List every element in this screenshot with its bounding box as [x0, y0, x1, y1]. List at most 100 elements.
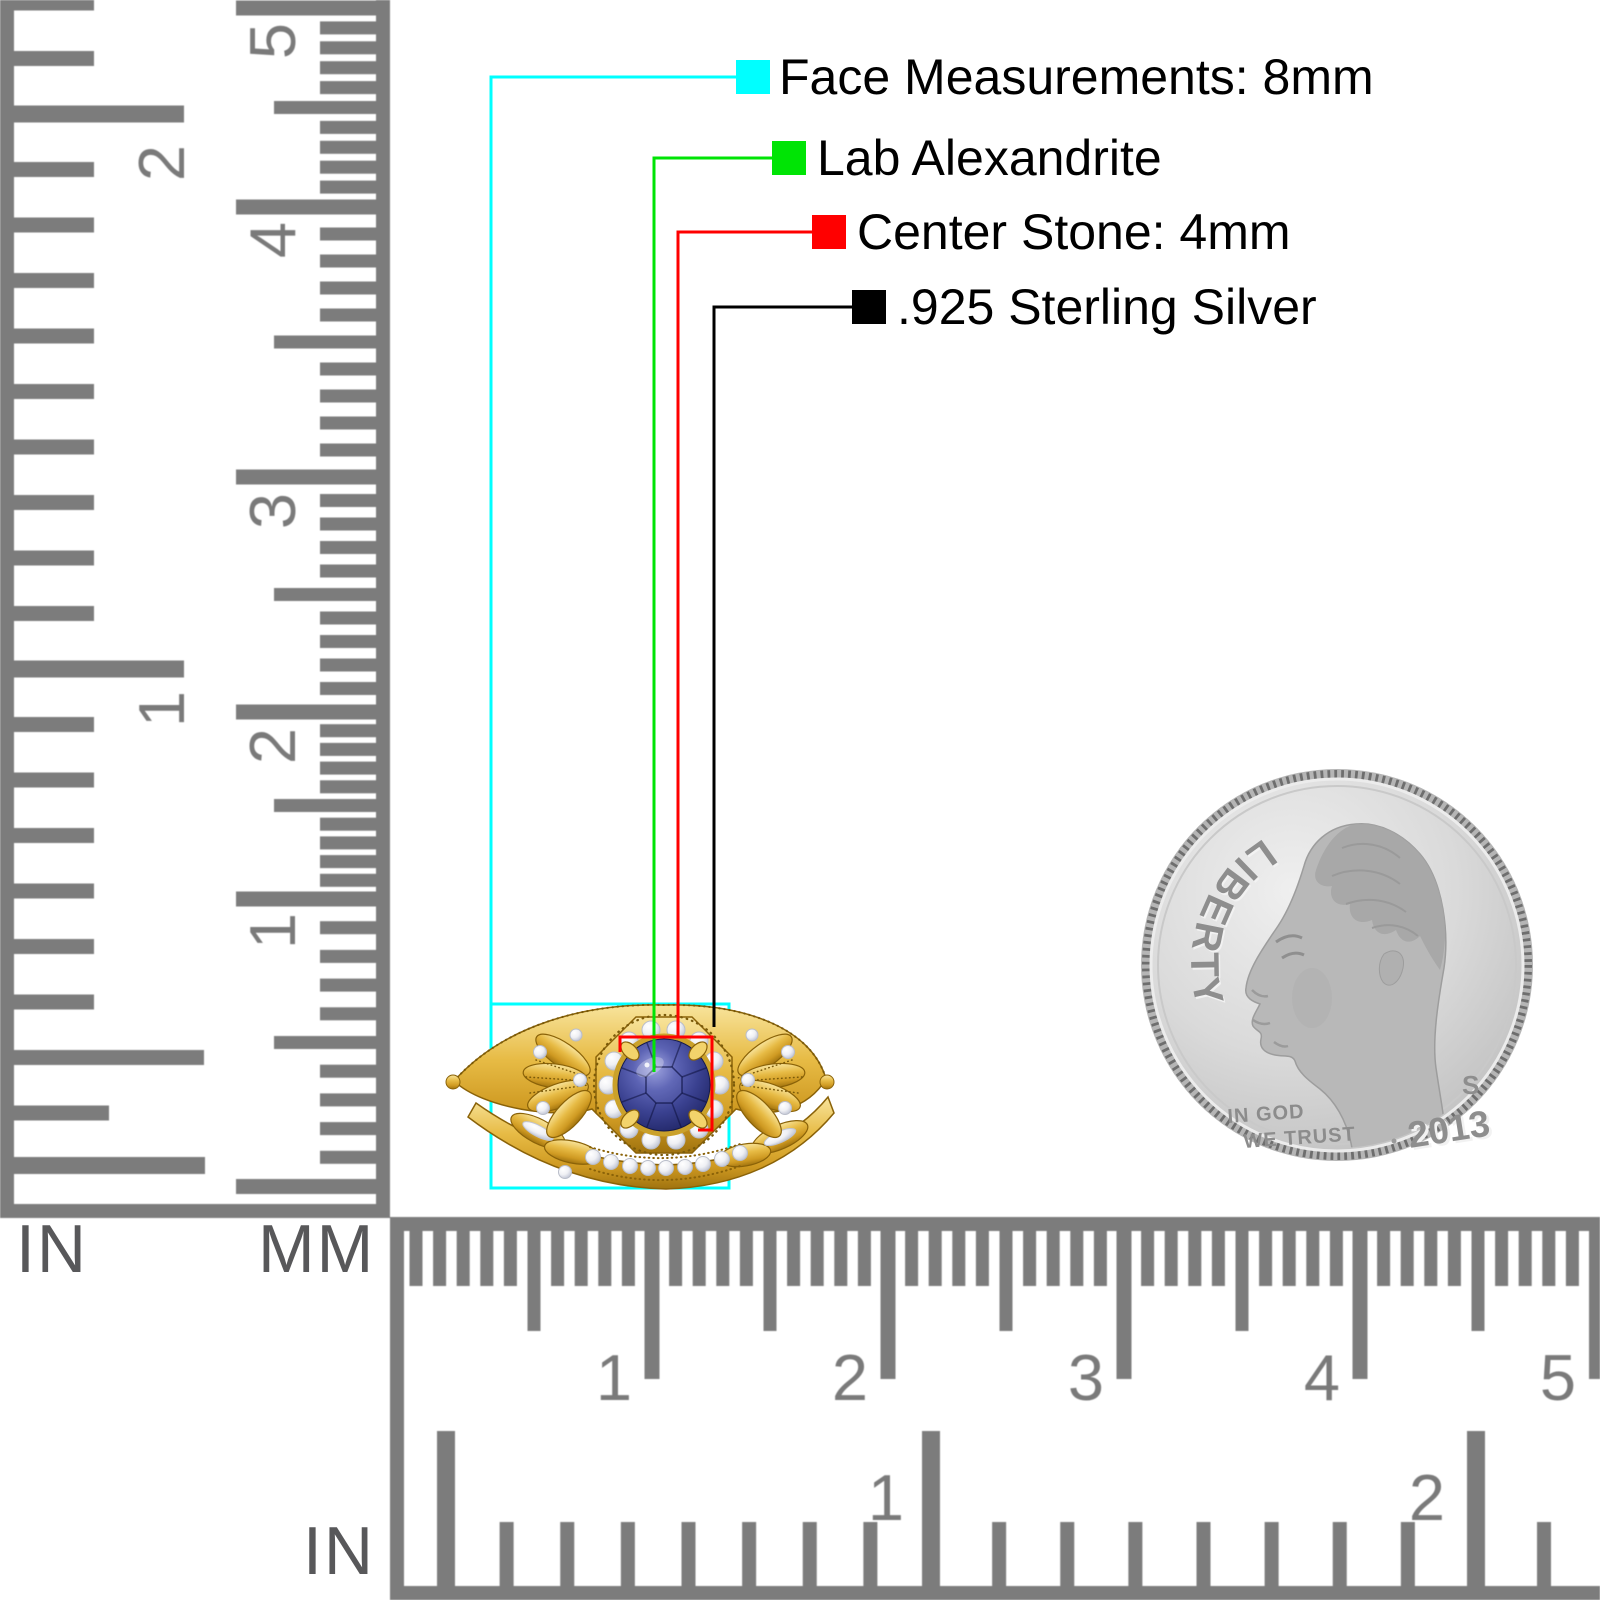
leaf [546, 1089, 592, 1139]
ruler-tick [1377, 1231, 1391, 1286]
diamond [533, 1045, 547, 1059]
prong [620, 1041, 640, 1061]
nose-lips [1251, 989, 1289, 1048]
callout-face-label: Face Measurements: 8mm [779, 49, 1374, 105]
left-leaf-cluster [522, 1028, 592, 1139]
ruler-tick [14, 660, 184, 678]
ring-image [445, 1003, 835, 1190]
ruler-tick [621, 1231, 635, 1286]
ruler-tick [274, 799, 376, 812]
ruler-tick [692, 1231, 706, 1286]
ruler-tick [236, 0, 376, 16]
ruler-tick [952, 1231, 966, 1286]
ruler-tick [1046, 1231, 1060, 1286]
diamond [714, 1151, 730, 1167]
diamond [658, 1160, 674, 1176]
ruler-tick [320, 541, 376, 554]
center-stone [617, 1038, 711, 1132]
ruler-tick [787, 1231, 801, 1286]
ruler-tick [834, 1231, 848, 1286]
ruler-tick [716, 1231, 730, 1286]
marquise-diamond [522, 1121, 554, 1141]
ruler-tick [999, 1231, 1013, 1331]
ruler-tick [14, 939, 94, 954]
ruler-tick [1495, 1231, 1509, 1286]
hruler-mm-number: 1 [596, 1341, 632, 1414]
ruler-tick [1306, 1231, 1320, 1286]
coin-image: LIBERTY LIBERTY IN GOD WE TRUST 2013 201… [1141, 769, 1533, 1161]
ruler-tick [1070, 1231, 1084, 1286]
ruler-tick [1467, 1431, 1485, 1586]
callout-center-stone-label: Center Stone: 4mm [857, 204, 1291, 260]
ruler-tick [480, 1231, 494, 1286]
ruler-tick [14, 105, 184, 123]
hruler-mm-number: 2 [832, 1341, 868, 1414]
ruler-tick [620, 1522, 635, 1586]
callout-center-stone-swatch [812, 215, 846, 249]
ruler-tick [1400, 1231, 1414, 1286]
ruler-tick [1093, 1231, 1107, 1286]
vruler-inch-number: 1 [125, 691, 198, 727]
diamond [781, 1045, 795, 1059]
lower-band-diamond-row [558, 1145, 748, 1179]
ruler-tick [320, 1150, 376, 1164]
hruler-inch-number: 2 [1409, 1461, 1445, 1534]
stone [617, 1038, 711, 1132]
vruler-mm-number: 4 [236, 222, 309, 258]
right-leaf-cluster [736, 1028, 806, 1139]
ruler-tick [644, 1231, 660, 1379]
ruler-tick [598, 1231, 612, 1286]
stone-highlight [636, 1057, 664, 1077]
hruler-mm-number: 5 [1540, 1341, 1576, 1414]
callout-face-swatch [736, 60, 770, 94]
ruler-tick [14, 1050, 204, 1065]
ruler-tick [527, 1231, 541, 1331]
ruler-frame [390, 1586, 1600, 1600]
vertical-ruler-inch-unit: IN [16, 1211, 88, 1287]
hruler-inch-number: 1 [868, 1461, 904, 1534]
ruler-tick [1537, 1522, 1551, 1586]
ruler-tick [236, 704, 376, 720]
ruler-tick [1196, 1522, 1211, 1586]
ruler-tick [14, 772, 94, 788]
stone-sparkle [644, 1062, 650, 1068]
ruler-tick [320, 1122, 376, 1136]
ruler-tick [14, 495, 94, 510]
ruler-tick [236, 891, 376, 907]
diamond [640, 1160, 656, 1176]
milgrain [453, 1003, 827, 1082]
ruler-tick [320, 564, 376, 578]
ruler-tick [1589, 1231, 1600, 1379]
ruler-tick [14, 1105, 109, 1121]
ruler-tick [409, 1231, 423, 1286]
ruler-tick [320, 41, 376, 55]
ruler-tick [1400, 1522, 1415, 1586]
diamond [558, 1165, 572, 1179]
ruler-tick [14, 717, 94, 732]
shank-end [445, 1074, 461, 1090]
ruler-tick [320, 416, 376, 430]
ruler-tick [320, 389, 376, 403]
hair-strands [1331, 842, 1419, 937]
horizontal-ruler-inch-unit: IN [303, 1513, 375, 1589]
ruler-tick [1116, 1231, 1132, 1379]
ruler-tick [1282, 1231, 1296, 1286]
ruler-tick [880, 1231, 896, 1379]
ruler-tick [320, 362, 376, 376]
ring-lower-band [467, 1095, 835, 1190]
ruler-tick [456, 1231, 470, 1286]
ruler-tick [499, 1522, 514, 1586]
prongs [620, 1041, 708, 1129]
ruler-tick [320, 21, 376, 35]
ruler-tick [320, 140, 376, 154]
ring-upper-band [445, 1003, 835, 1157]
diamond [732, 1145, 748, 1161]
callout-metal-line [712, 305, 852, 1027]
ruler-tick [320, 1064, 376, 1078]
ruler-tick [1023, 1231, 1037, 1286]
diamond [603, 1154, 619, 1170]
ruler-tick [320, 921, 376, 935]
ruler-tick [810, 1231, 824, 1286]
